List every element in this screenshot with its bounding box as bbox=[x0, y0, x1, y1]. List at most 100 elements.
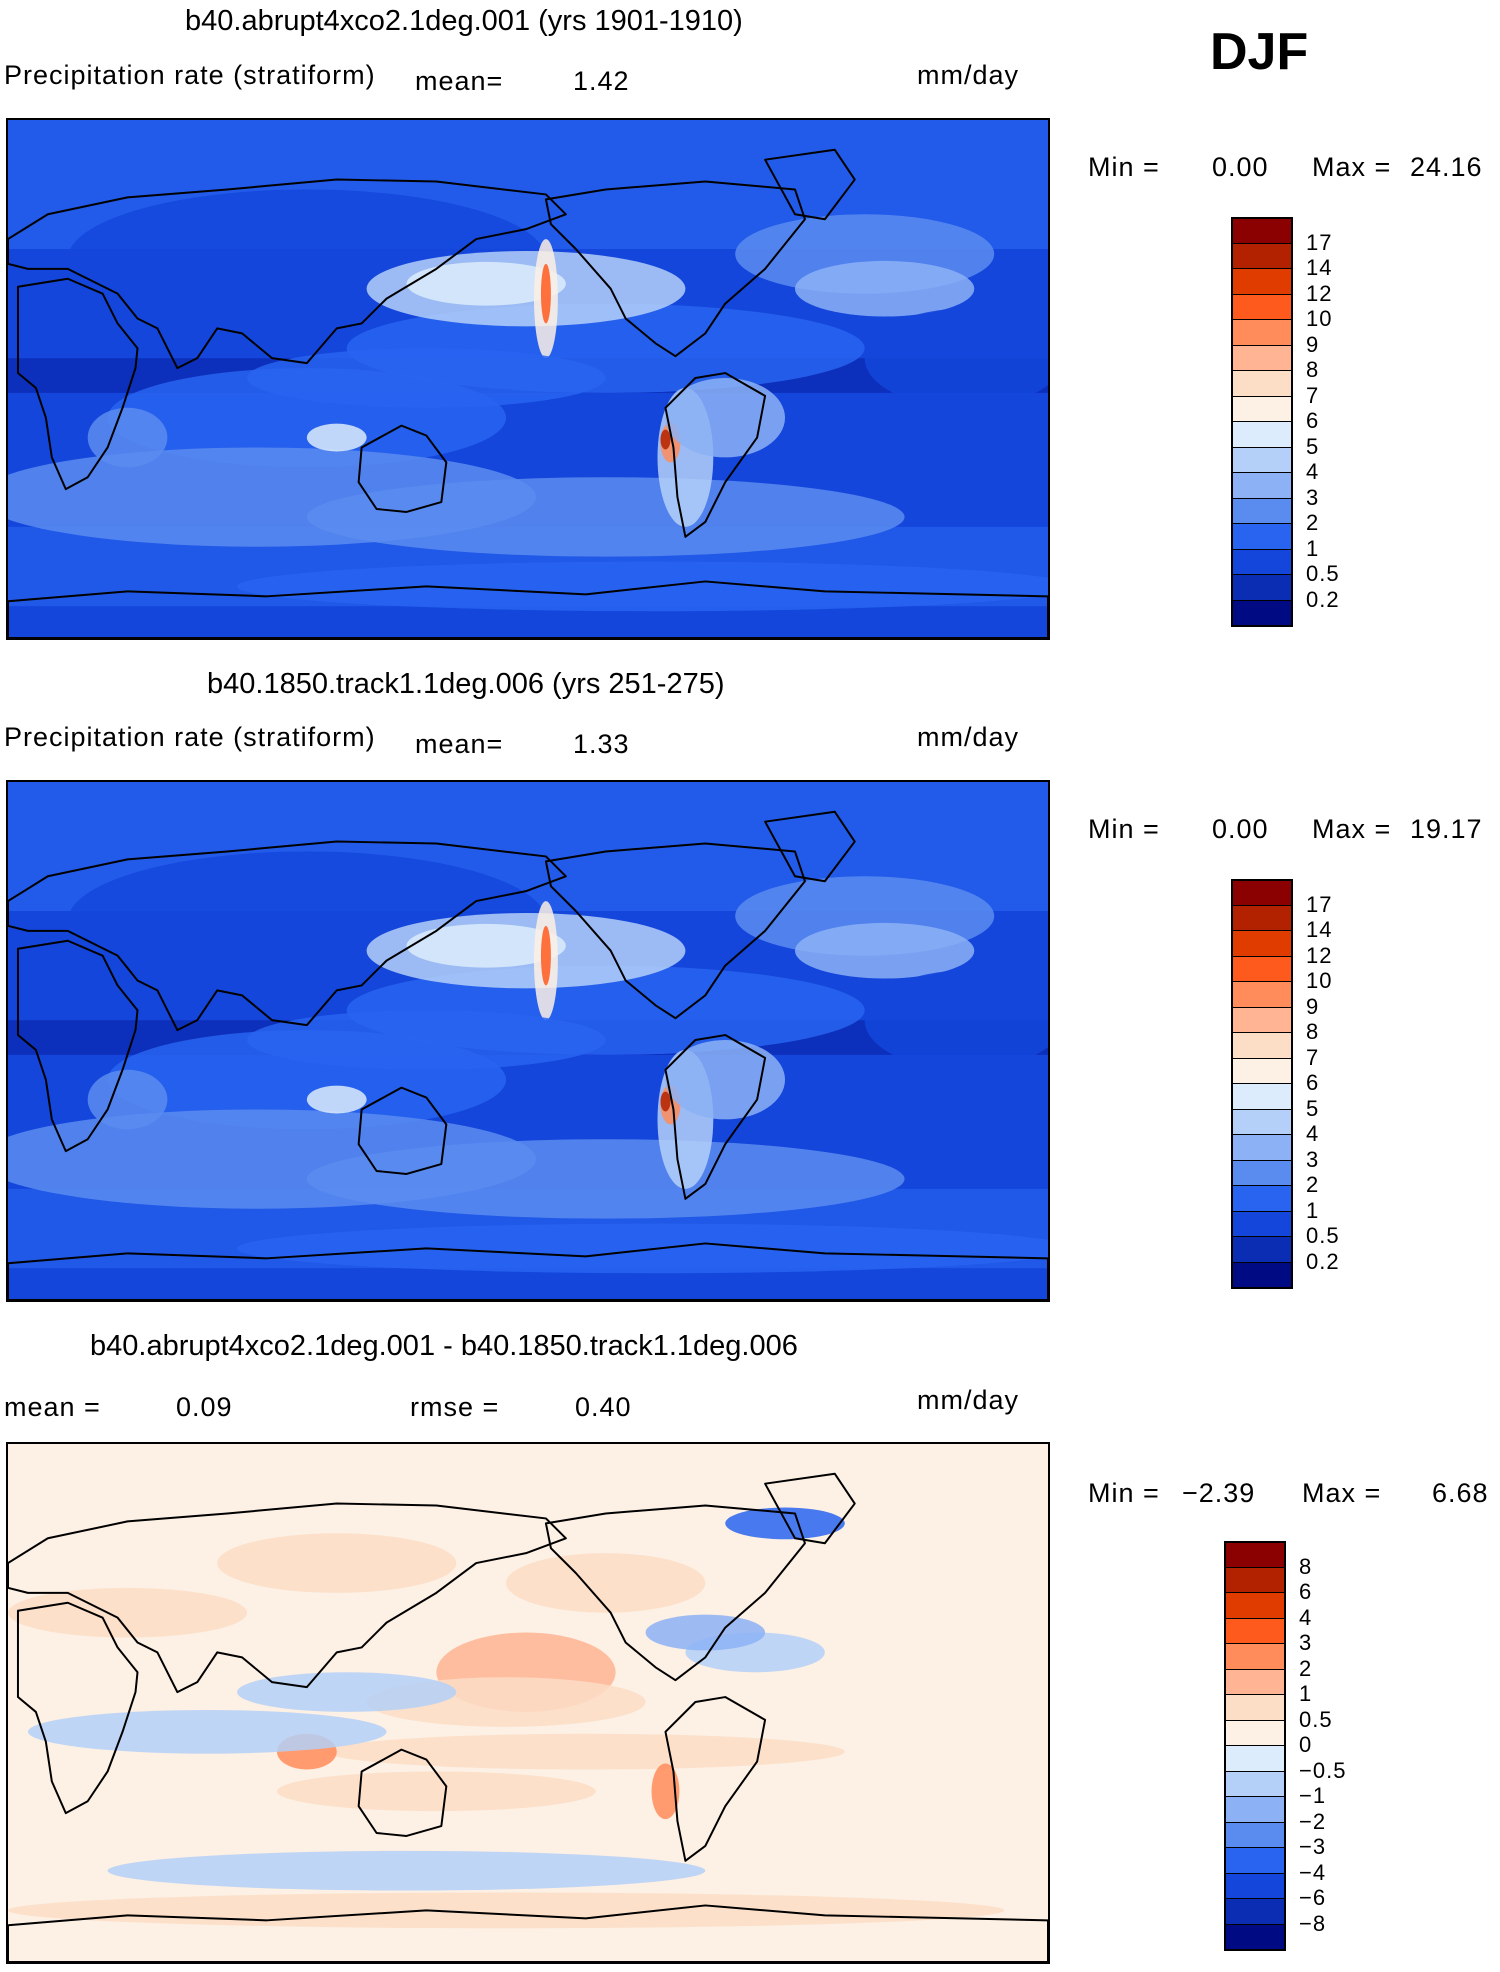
colorbar-swatches bbox=[1225, 1542, 1285, 1950]
panel2-min-label: Min = bbox=[1088, 814, 1160, 844]
colorbar-tick-label: 14 bbox=[1306, 255, 1333, 280]
coastline bbox=[8, 840, 567, 1032]
colorbar-swatch bbox=[1225, 1695, 1285, 1721]
coastline bbox=[16, 939, 139, 1153]
field-contour bbox=[540, 925, 551, 986]
panel3-max-label: Max = bbox=[1302, 1478, 1382, 1508]
field-contour bbox=[540, 263, 551, 324]
field-contour bbox=[506, 1553, 706, 1613]
coastline bbox=[544, 1504, 806, 1682]
coastline bbox=[8, 1242, 1048, 1300]
colorbar-swatch bbox=[1225, 1720, 1285, 1746]
colorbar-swatch bbox=[1232, 1262, 1292, 1288]
field-contour bbox=[864, 970, 1048, 1070]
panel1-max-label: Max = bbox=[1312, 152, 1392, 182]
colorbar-tick-label: 1 bbox=[1299, 1681, 1313, 1706]
field-contour bbox=[237, 1223, 1048, 1274]
colorbar-swatch bbox=[1232, 1033, 1292, 1059]
coastline bbox=[8, 178, 567, 370]
colorbar-swatch bbox=[1225, 1848, 1285, 1874]
colorbar-tick-label: 6 bbox=[1306, 1070, 1320, 1095]
colorbar-swatch bbox=[1232, 422, 1292, 448]
colorbar-swatch bbox=[1232, 1058, 1292, 1084]
colorbar-tick-label: 2 bbox=[1306, 510, 1320, 535]
colorbar-tick-label: −1 bbox=[1299, 1783, 1327, 1808]
colorbar-swatch bbox=[1232, 600, 1292, 626]
colorbar-swatch bbox=[1232, 396, 1292, 422]
field-contour bbox=[237, 561, 1048, 612]
panel3-rmse-label: rmse = bbox=[410, 1392, 500, 1422]
coastline bbox=[544, 842, 806, 1020]
colorbar-tick-label: 12 bbox=[1306, 942, 1333, 968]
panel1-title: b40.abrupt4xco2.1deg.001 (yrs 1901-1910) bbox=[185, 5, 743, 37]
colorbar-frame bbox=[1231, 217, 1293, 627]
panel1-map bbox=[6, 118, 1050, 640]
colorbar-swatch bbox=[1232, 320, 1292, 346]
field-contour bbox=[306, 1139, 905, 1219]
coastline bbox=[8, 580, 1048, 638]
field-contour bbox=[665, 378, 786, 458]
panel1-mean-value: 1.42 bbox=[573, 66, 630, 96]
colorbar-tick-label: −0.5 bbox=[1299, 1757, 1347, 1783]
colorbar-swatch bbox=[1232, 218, 1292, 244]
colorbar-tick-label: 4 bbox=[1306, 1121, 1320, 1146]
coastline bbox=[764, 1472, 856, 1545]
panel2-variable: Precipitation rate (stratiform) bbox=[4, 722, 376, 752]
panel2-max-value: 19.17 bbox=[1410, 814, 1483, 844]
panel1-max-value: 24.16 bbox=[1410, 152, 1483, 182]
colorbar-swatch bbox=[1225, 1797, 1285, 1823]
colorbar-swatch bbox=[1232, 498, 1292, 524]
colorbar-tick-label: 0.2 bbox=[1306, 586, 1340, 612]
panel3-title: b40.abrupt4xco2.1deg.001 - b40.1850.trac… bbox=[90, 1330, 798, 1362]
colorbar-tick-label: 3 bbox=[1306, 1146, 1320, 1172]
panel2-units: mm/day bbox=[917, 722, 1020, 752]
colorbar-swatch bbox=[1232, 880, 1292, 906]
panel3-min-value: −2.39 bbox=[1182, 1478, 1256, 1508]
colorbar-tick-label: −8 bbox=[1299, 1910, 1327, 1936]
panel2-mean-value: 1.33 bbox=[573, 729, 630, 759]
colorbar-swatch bbox=[1232, 294, 1292, 320]
colorbar-tick-label: 9 bbox=[1306, 993, 1320, 1019]
colorbar-swatch bbox=[1225, 1644, 1285, 1670]
coastline bbox=[357, 424, 448, 513]
panel1-units: mm/day bbox=[917, 60, 1020, 90]
colorbar-tick-label: 7 bbox=[1306, 382, 1320, 408]
coastline bbox=[357, 1086, 448, 1175]
field-contour bbox=[864, 308, 1048, 408]
field-contour bbox=[247, 348, 606, 408]
colorbar-tick-label: 6 bbox=[1306, 408, 1320, 433]
coastline bbox=[664, 1696, 767, 1862]
colorbar-tick-label: 0.5 bbox=[1306, 561, 1340, 586]
panel2-map bbox=[6, 780, 1050, 1302]
field-contour bbox=[665, 1040, 786, 1120]
colorbar-tick-label: 2 bbox=[1306, 1172, 1320, 1197]
coastline bbox=[764, 148, 856, 221]
field-contour bbox=[725, 1507, 845, 1540]
colorbar-swatches bbox=[1232, 880, 1292, 1288]
colorbar-swatch bbox=[1232, 982, 1292, 1008]
field-contour bbox=[794, 260, 975, 317]
colorbar-swatch bbox=[1232, 575, 1292, 601]
field-contour bbox=[306, 423, 367, 452]
colorbar-tick-label: 9 bbox=[1306, 331, 1320, 357]
colorbar-tick-label: −4 bbox=[1299, 1859, 1327, 1885]
colorbar-swatch bbox=[1232, 905, 1292, 931]
colorbar-tick-label: 14 bbox=[1306, 917, 1333, 942]
field-contour bbox=[326, 1733, 845, 1770]
colorbar-tick-label: 10 bbox=[1306, 306, 1333, 331]
field-contour bbox=[406, 261, 566, 306]
panel2-max-label: Max = bbox=[1312, 814, 1392, 844]
colorbar-swatch bbox=[1232, 345, 1292, 371]
panel3-max-value: 6.68 bbox=[1432, 1478, 1489, 1508]
panel1-min-label: Min = bbox=[1088, 152, 1160, 182]
colorbar-swatch bbox=[1225, 1924, 1285, 1950]
colorbar-swatches bbox=[1232, 218, 1292, 626]
colorbar-swatch bbox=[1225, 1899, 1285, 1925]
colorbar-tick-label: 7 bbox=[1306, 1044, 1320, 1070]
colorbar-swatch bbox=[1232, 1186, 1292, 1212]
colorbar-tick-label: 2 bbox=[1299, 1655, 1313, 1681]
panel2-map-svg bbox=[8, 782, 1048, 1300]
coastline bbox=[16, 1601, 139, 1815]
colorbar-swatch bbox=[1232, 1237, 1292, 1263]
field-contour bbox=[247, 1010, 606, 1070]
